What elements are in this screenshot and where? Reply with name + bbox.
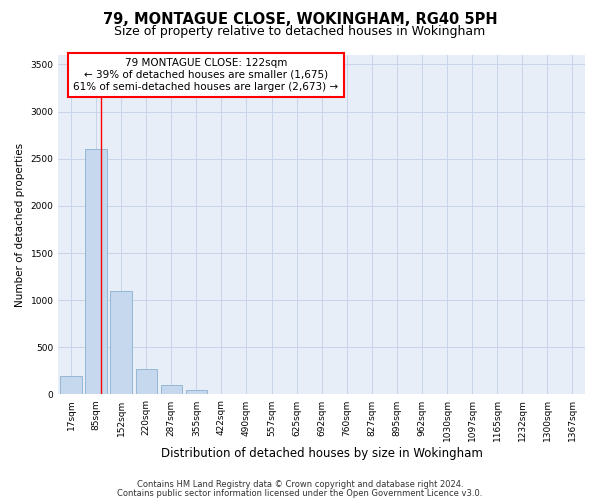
Text: Contains public sector information licensed under the Open Government Licence v3: Contains public sector information licen… (118, 489, 482, 498)
Bar (136, 369, 157, 394)
X-axis label: Distribution of detached houses by size in Wokingham: Distribution of detached houses by size … (161, 447, 482, 460)
Bar (110, 290, 132, 395)
Bar (60, 376, 82, 394)
Bar (85, 150, 107, 394)
Text: 79 MONTAGUE CLOSE: 122sqm
← 39% of detached houses are smaller (1,675)
61% of se: 79 MONTAGUE CLOSE: 122sqm ← 39% of detac… (73, 58, 338, 92)
Text: Contains HM Land Registry data © Crown copyright and database right 2024.: Contains HM Land Registry data © Crown c… (137, 480, 463, 489)
Y-axis label: Number of detached properties: Number of detached properties (15, 142, 25, 307)
Text: 79, MONTAGUE CLOSE, WOKINGHAM, RG40 5PH: 79, MONTAGUE CLOSE, WOKINGHAM, RG40 5PH (103, 12, 497, 28)
Bar (161, 385, 182, 394)
Bar (185, 390, 207, 394)
Text: Size of property relative to detached houses in Wokingham: Size of property relative to detached ho… (115, 25, 485, 38)
